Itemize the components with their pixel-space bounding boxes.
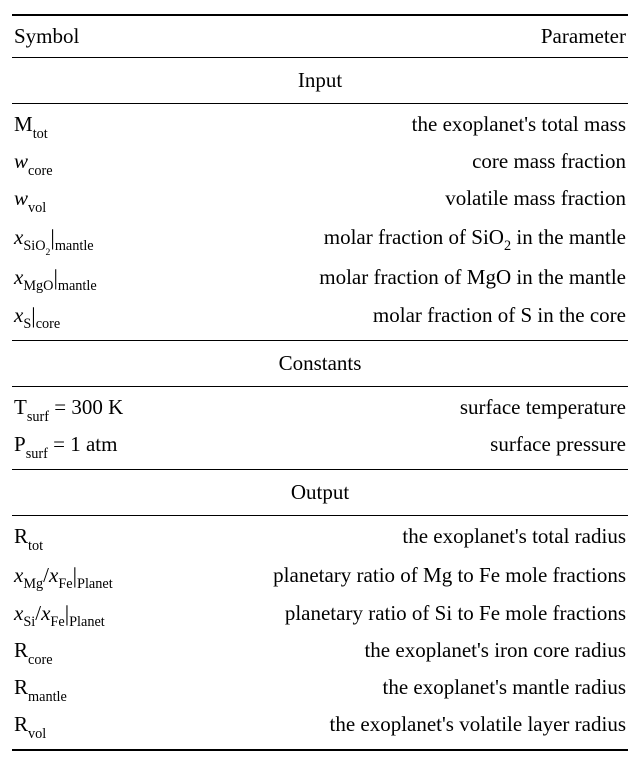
- parameter-cell: volatile mass fraction: [445, 186, 626, 211]
- parameter-cell: planetary ratio of Mg to Fe mole fractio…: [273, 563, 626, 588]
- section-input: Mtot the exoplanet's total mass wcore core …: [12, 108, 628, 336]
- rule: [12, 103, 628, 104]
- symbol-cell: Rmantle: [14, 675, 67, 704]
- parameter-cell: planetary ratio of Si to Fe mole fractio…: [285, 601, 626, 626]
- symbol-cell: xSiO2|mantle: [14, 224, 94, 256]
- header-symbol: Symbol: [14, 24, 79, 49]
- parameter-cell: molar fraction of MgO in the mantle: [319, 265, 626, 290]
- symbol-cell: Rcore: [14, 638, 53, 667]
- symbol-cell: Rvol: [14, 712, 46, 741]
- parameter-cell: molar fraction of SiO2 in the mantle: [324, 225, 626, 254]
- symbol-cell: Tsurf = 300 K: [14, 395, 123, 424]
- parameter-cell: surface pressure: [490, 432, 626, 457]
- top-rule: [12, 14, 628, 16]
- symbol-cell: xMg/xFe|Planet: [14, 562, 113, 592]
- rule: [12, 386, 628, 387]
- table-row: xSi/xFe|Planet planetary ratio of Si to F…: [12, 596, 628, 634]
- section-output: Rtot the exoplanet's total radius xMg/xFe|…: [12, 520, 628, 745]
- table-row: xS|core molar fraction of S in the core: [12, 298, 628, 336]
- symbol-cell: xMgO|mantle: [14, 264, 97, 294]
- table-row: wcore core mass fraction: [12, 145, 628, 182]
- symbol-cell: wcore: [14, 149, 53, 178]
- symbol-cell: Mtot: [14, 112, 48, 141]
- table-row: Psurf = 1 atm surface pressure: [12, 428, 628, 465]
- rule: [12, 57, 628, 58]
- table-row: xMg/xFe|Planet planetary ratio of Mg to F…: [12, 558, 628, 596]
- section-constants: Tsurf = 300 K surface temperature Psurf = …: [12, 391, 628, 465]
- table-row: Rmantle the exoplanet's mantle radius: [12, 671, 628, 708]
- rule: [12, 469, 628, 470]
- section-title-constants: Constants: [12, 345, 628, 382]
- symbol-cell: xSi/xFe|Planet: [14, 600, 105, 630]
- symbol-cell: wvol: [14, 186, 46, 215]
- table-row: xMgO|mantle molar fraction of MgO in the …: [12, 260, 628, 298]
- table-header-row: Symbol Parameter: [12, 20, 628, 53]
- header-parameter: Parameter: [541, 24, 626, 49]
- table-row: wvol volatile mass fraction: [12, 182, 628, 219]
- table-row: Mtot the exoplanet's total mass: [12, 108, 628, 145]
- parameter-cell: the exoplanet's volatile layer radius: [329, 712, 626, 737]
- symbol-cell: Rtot: [14, 524, 43, 553]
- parameter-cell: the exoplanet's total mass: [412, 112, 626, 137]
- rule: [12, 340, 628, 341]
- table-row: Tsurf = 300 K surface temperature: [12, 391, 628, 428]
- parameter-cell: the exoplanet's total radius: [402, 524, 626, 549]
- parameter-cell: the exoplanet's mantle radius: [383, 675, 626, 700]
- parameter-cell: the exoplanet's iron core radius: [364, 638, 626, 663]
- section-title-input: Input: [12, 62, 628, 99]
- bottom-rule: [12, 749, 628, 751]
- table-row: Rcore the exoplanet's iron core radius: [12, 634, 628, 671]
- rule: [12, 515, 628, 516]
- parameter-cell: surface temperature: [460, 395, 626, 420]
- table-row: Rvol the exoplanet's volatile layer radiu…: [12, 708, 628, 745]
- parameter-cell: core mass fraction: [472, 149, 626, 174]
- table-row: xSiO2|mantle molar fraction of SiO2 in th…: [12, 220, 628, 260]
- symbol-cell: xS|core: [14, 302, 60, 332]
- parameter-table: Symbol Parameter Input Mtot the exoplanet…: [12, 14, 628, 751]
- table-row: Rtot the exoplanet's total radius: [12, 520, 628, 557]
- symbol-cell: Psurf = 1 atm: [14, 432, 117, 461]
- parameter-cell: molar fraction of S in the core: [373, 303, 626, 328]
- section-title-output: Output: [12, 474, 628, 511]
